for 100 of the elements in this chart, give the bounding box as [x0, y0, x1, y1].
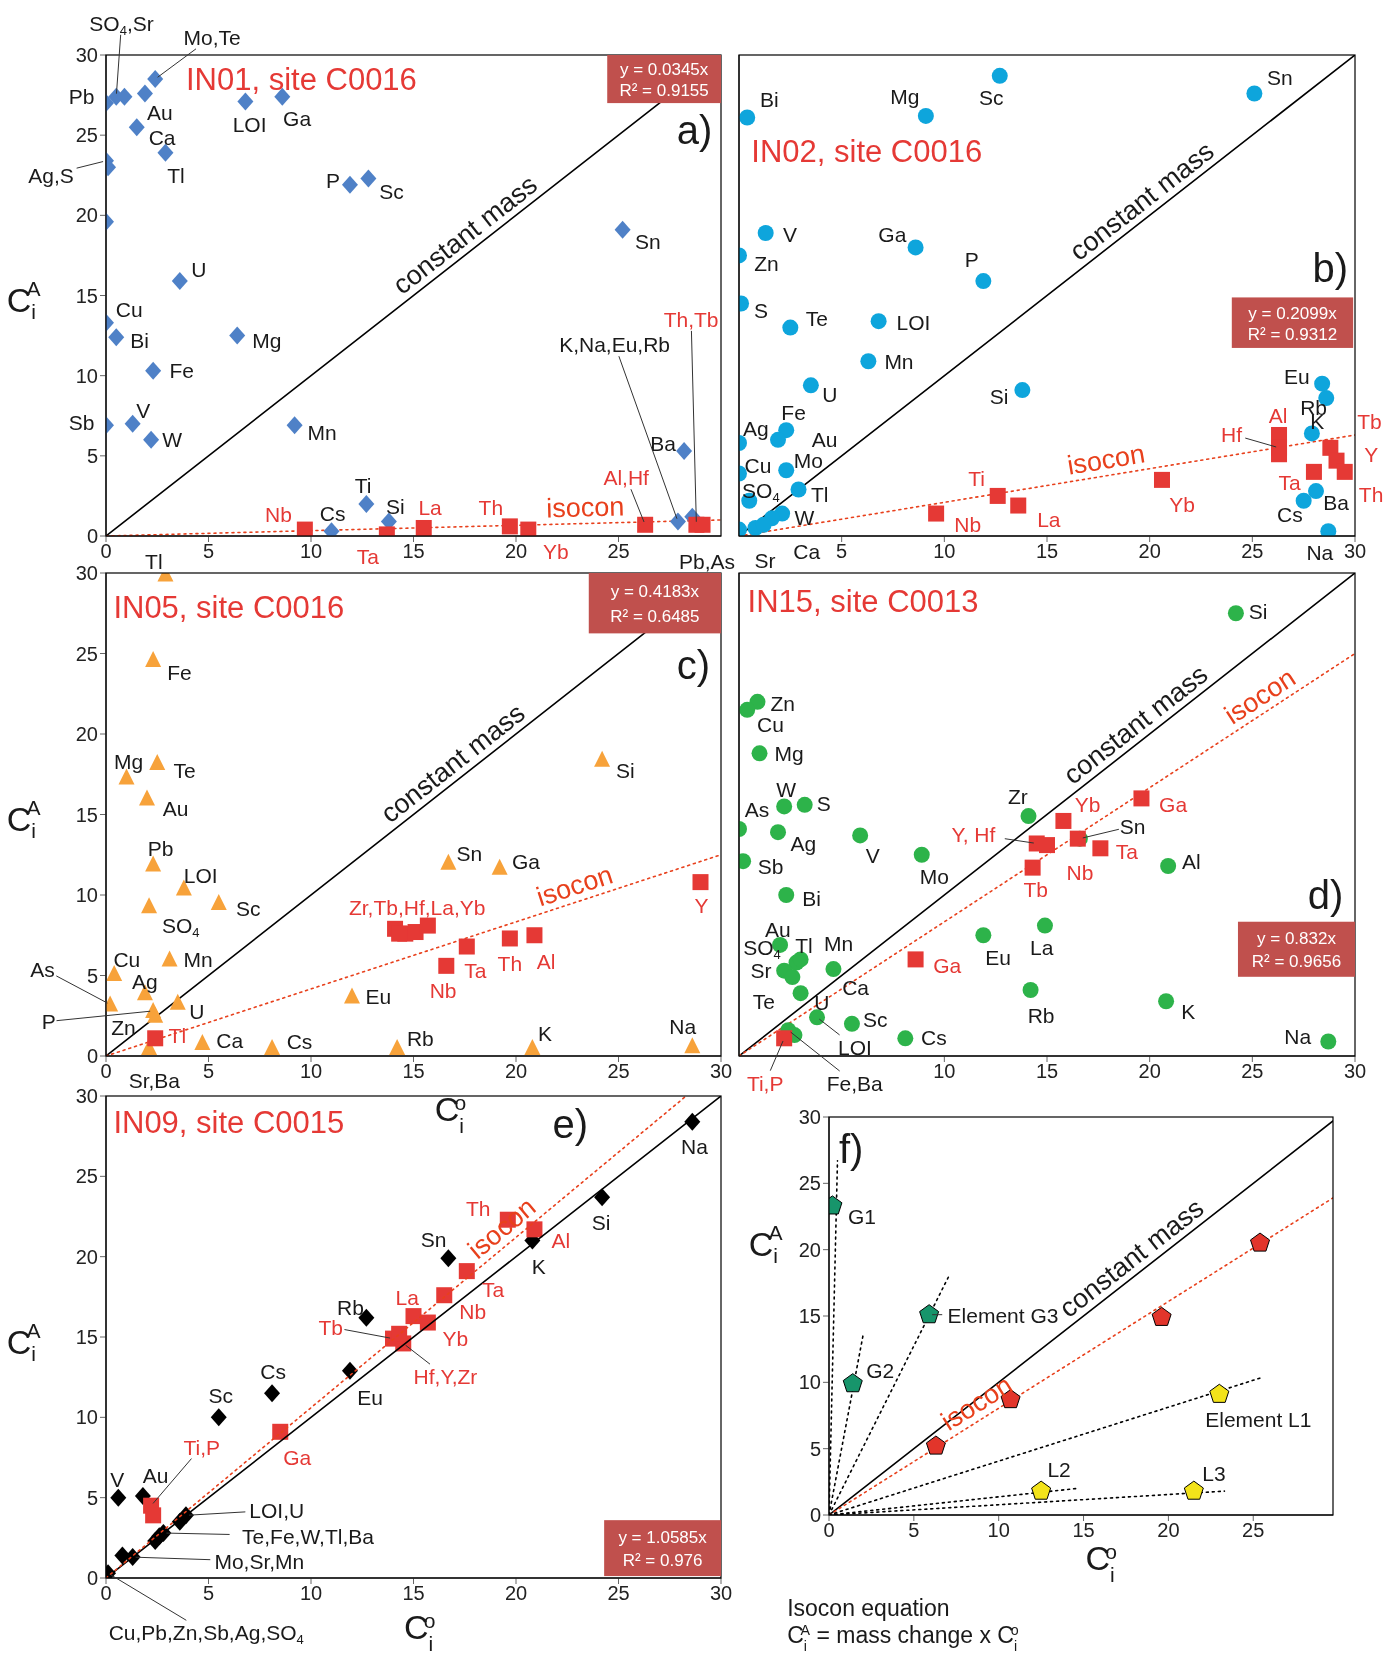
- annotation: Ag,S: [28, 163, 74, 187]
- x-tick-label: 5: [908, 1519, 920, 1542]
- annotation: Eu: [985, 945, 1011, 969]
- annotation: Mg: [774, 741, 804, 765]
- annotation: R² = 0.9155: [619, 80, 709, 100]
- x-tick-label: 20: [1138, 540, 1161, 563]
- y-tick-label: 0: [86, 1045, 98, 1068]
- annotation: Tl: [167, 163, 185, 187]
- x-tick-label: 5: [202, 540, 215, 563]
- annotation: Tl: [168, 1023, 187, 1047]
- annotation: Zn: [770, 691, 796, 715]
- y-tick-label: 25: [798, 1172, 821, 1195]
- annotation: Cs: [319, 501, 346, 525]
- annotation: R² = 0.9312: [1247, 324, 1338, 344]
- annotation: Element G3: [947, 1303, 1059, 1327]
- annotation: Yb: [1169, 492, 1195, 516]
- annotation: y = 0.2099x: [1248, 303, 1338, 323]
- annotation: Au: [162, 796, 189, 820]
- annotation: Ba: [650, 431, 677, 455]
- text: IN05, site C0016: [113, 589, 345, 625]
- annotation: Sn: [456, 841, 483, 865]
- annotation: U: [822, 382, 838, 406]
- y-tick-label: 5: [86, 964, 98, 987]
- annotation: Tb: [1023, 877, 1049, 901]
- y-tick-label: 25: [75, 1165, 98, 1188]
- annotation: Th: [478, 495, 504, 519]
- annotation: Nb: [1066, 860, 1094, 884]
- x-tick-label: 20: [1138, 1060, 1161, 1083]
- annotation: Bi: [802, 886, 821, 910]
- annotation: Sc: [236, 896, 261, 920]
- x-tick-label: 5: [202, 1060, 215, 1083]
- annotation: Ag: [743, 416, 769, 440]
- x-tick-label: 10: [299, 1582, 323, 1605]
- x-tick-label: 20: [504, 1582, 528, 1605]
- annotation: LOI: [838, 1035, 872, 1059]
- annotation: Ga: [878, 222, 907, 246]
- text: Isocon equation: [787, 1595, 950, 1622]
- annotation: Na: [669, 1014, 697, 1038]
- annotation: Sc: [862, 1007, 888, 1031]
- annotation: Eu: [365, 984, 392, 1008]
- y-tick-label: 30: [75, 1085, 98, 1108]
- x-tick-label: 10: [299, 540, 323, 563]
- y-tick-label: 0: [809, 1504, 821, 1527]
- annotation: Cs: [260, 1359, 286, 1383]
- annotation: Y, Hf: [951, 822, 996, 846]
- annotation: Rb: [1027, 1003, 1055, 1027]
- annotation: Fe: [781, 400, 806, 424]
- annotation: Al: [1182, 849, 1201, 873]
- y-tick-label: 25: [75, 642, 98, 665]
- annotation: Mo,Sr,Mn: [214, 1549, 305, 1573]
- annotation: Fe: [167, 660, 192, 684]
- annotation: Ba: [1323, 490, 1350, 514]
- annotation: Ca: [793, 539, 821, 563]
- annotation: SO$_{4}$: [742, 478, 780, 506]
- annotation: Nb: [459, 1299, 487, 1323]
- annotation: Cu,Pb,Zn,Sb,Ag,SO$_{4}$: [108, 1620, 304, 1648]
- annotation: f): [838, 1126, 864, 1171]
- x-tick-label: 25: [607, 540, 630, 563]
- annotation: Al: [536, 949, 556, 973]
- annotation: Eu: [1283, 364, 1310, 388]
- annotation: Mn: [307, 420, 337, 444]
- x-tick-label: 0: [100, 540, 112, 563]
- annotation: Nb: [954, 512, 982, 536]
- annotation: Sn: [420, 1227, 447, 1251]
- x-tick-label: 25: [1241, 540, 1264, 563]
- x-tick-label: 15: [1035, 1060, 1059, 1083]
- annotation: S: [754, 298, 769, 322]
- annotation: Mg: [252, 328, 282, 352]
- annotation: U: [189, 999, 205, 1023]
- x-tick-label: 30: [709, 1060, 733, 1083]
- annotation: La: [418, 495, 443, 519]
- annotation: La: [1037, 507, 1061, 531]
- x-tick-label: 25: [1242, 1519, 1265, 1542]
- annotation: Sr,Ba: [128, 1068, 181, 1092]
- annotation: y = 0.4183x: [610, 581, 700, 601]
- annotation: Pb: [147, 836, 174, 860]
- annotation: LOI: [232, 112, 267, 136]
- annotation: Ti: [968, 466, 985, 490]
- annotation: Mo: [919, 864, 950, 888]
- annotation: y = 1.0585x: [618, 1527, 708, 1547]
- annotation: La: [395, 1285, 420, 1309]
- annotation: Si: [591, 1210, 611, 1233]
- annotation: V: [136, 398, 151, 422]
- series-label: isocon: [545, 491, 625, 524]
- annotation: Al,Hf: [603, 465, 650, 489]
- y-tick-label: 15: [798, 1305, 821, 1328]
- annotation: Te: [173, 758, 196, 782]
- annotation: Sb: [757, 854, 784, 878]
- annotation: LOI: [896, 310, 931, 334]
- annotation: Y: [694, 893, 709, 917]
- annotation: Al: [1268, 403, 1288, 427]
- annotation: Si: [1248, 599, 1268, 623]
- annotation: Mg: [890, 84, 920, 108]
- annotation: Ca: [148, 125, 176, 149]
- y-tick-label: 30: [798, 1106, 821, 1129]
- annotation: P: [326, 168, 341, 192]
- annotation: Hf: [1221, 422, 1243, 446]
- annotation: Te: [752, 989, 775, 1013]
- annotation: As: [30, 957, 55, 981]
- annotation: Th: [497, 951, 523, 975]
